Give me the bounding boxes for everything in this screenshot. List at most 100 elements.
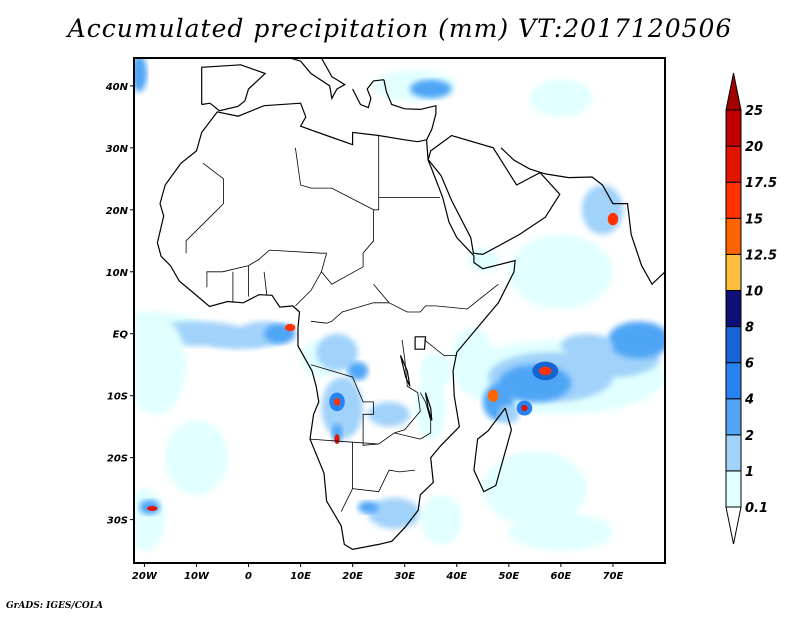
greece-coastline (352, 79, 384, 109)
precip-cell (357, 501, 379, 514)
country-border (424, 339, 457, 356)
precip-cell (607, 212, 619, 226)
colorbar-label: 0.1 (745, 501, 768, 516)
y-tick-label: 30S (107, 516, 128, 527)
madagascar-coastline (473, 407, 513, 493)
x-tick-label: 10E (290, 571, 311, 582)
x-tick-label: 10W (184, 571, 210, 582)
colorbar-min-arrow (725, 506, 742, 545)
x-tick-label: 50E (498, 571, 519, 582)
x-tick-label: 70E (603, 571, 624, 582)
precip-cell (560, 333, 613, 359)
colorbar-label: 2 (745, 429, 754, 444)
precip-cell (521, 404, 528, 412)
country-border (419, 392, 432, 440)
precip-cell (334, 434, 340, 445)
precip-cell (488, 389, 499, 402)
africa-coastline (156, 102, 516, 551)
lake-malawi (424, 392, 433, 421)
precip-cell (165, 420, 228, 495)
map-area (134, 58, 665, 551)
colorbar-label: 6 (745, 357, 754, 372)
colorbar-label: 10 (745, 284, 763, 299)
colorbar-label: 8 (745, 321, 754, 336)
grads-credit: GrADS: IGES/COLA (6, 601, 104, 611)
country-border (206, 271, 223, 288)
x-tick-label: 30E (394, 571, 415, 582)
map-frame (133, 57, 666, 564)
precip-cell (581, 185, 624, 235)
precip-cell (347, 361, 369, 381)
country-border (263, 271, 268, 295)
colorbar-swatch (725, 289, 742, 328)
colorbar-swatch (725, 434, 742, 472)
x-tick-label: 60E (551, 571, 572, 582)
precip-cell (134, 58, 148, 93)
precip-cell (134, 488, 166, 551)
x-tick-label: 20W (132, 571, 158, 582)
iberia-coastline (201, 64, 267, 112)
precip-cell (409, 79, 452, 99)
country-border (352, 442, 416, 493)
precip-cell (284, 323, 296, 332)
precip-cell (420, 352, 452, 390)
arabia-coastline (427, 134, 561, 256)
y-tick-label: 20S (107, 454, 128, 465)
country-border (295, 147, 374, 285)
x-tick-label: 40E (445, 571, 467, 582)
y-tick-label: 10S (107, 392, 128, 403)
y-tick-label: 10N (106, 268, 129, 279)
country-border (373, 283, 499, 313)
precip-cell (147, 505, 158, 511)
country-border (373, 135, 380, 211)
colorbar-swatch (725, 326, 742, 364)
country-border (309, 432, 421, 445)
iran-coastline (500, 147, 609, 195)
precip-cell (331, 423, 343, 443)
precip-cell (529, 79, 593, 117)
italy-coastline (290, 58, 346, 101)
precip-cell (607, 321, 665, 359)
colorbar-swatch (725, 145, 742, 183)
x-tick-label: 0 (245, 571, 252, 582)
precip-cell (316, 333, 358, 371)
country-border (394, 339, 421, 434)
turkey-coastline (383, 79, 437, 141)
country-border (340, 488, 353, 512)
colorbar-swatch (725, 398, 742, 436)
colorbar-swatch (725, 109, 742, 147)
colorbar-swatch (725, 362, 742, 400)
y-tick-label: 40N (105, 82, 129, 93)
colorbar-max-arrow (725, 72, 742, 111)
lake-victoria (414, 336, 427, 350)
precip-cell (420, 494, 462, 545)
country-border (222, 249, 327, 273)
precip-cell (134, 315, 187, 415)
colorbar-label: 15 (745, 212, 763, 227)
precip-cell (508, 513, 613, 551)
country-border (310, 302, 390, 324)
y-tick-label: EQ (113, 330, 129, 341)
colorbar-swatch (725, 470, 742, 508)
colorbar-swatch (725, 253, 742, 291)
y-tick-label: 20N (106, 206, 129, 217)
colorbar-label: 1 (745, 465, 754, 480)
colorbar-swatch (725, 181, 742, 219)
colorbar-label: 4 (744, 393, 754, 408)
colorbar-label: 12.5 (745, 248, 777, 263)
precip-cell (333, 398, 341, 406)
colorbar-label: 20 (745, 140, 763, 155)
india-coastline (607, 194, 665, 286)
map-title: Accumulated precipitation (mm) VT:201712… (67, 14, 733, 43)
precip-cell (508, 234, 613, 309)
colorbar-swatch (725, 217, 742, 255)
precip-cell (368, 401, 410, 427)
colorbar-label: 25 (745, 104, 763, 119)
precip-cell (482, 451, 587, 526)
colorbar-label: 17.5 (745, 176, 777, 191)
y-tick-label: 30N (106, 144, 129, 155)
country-border (310, 364, 379, 446)
country-border (185, 162, 224, 254)
precip-cell (539, 366, 552, 376)
